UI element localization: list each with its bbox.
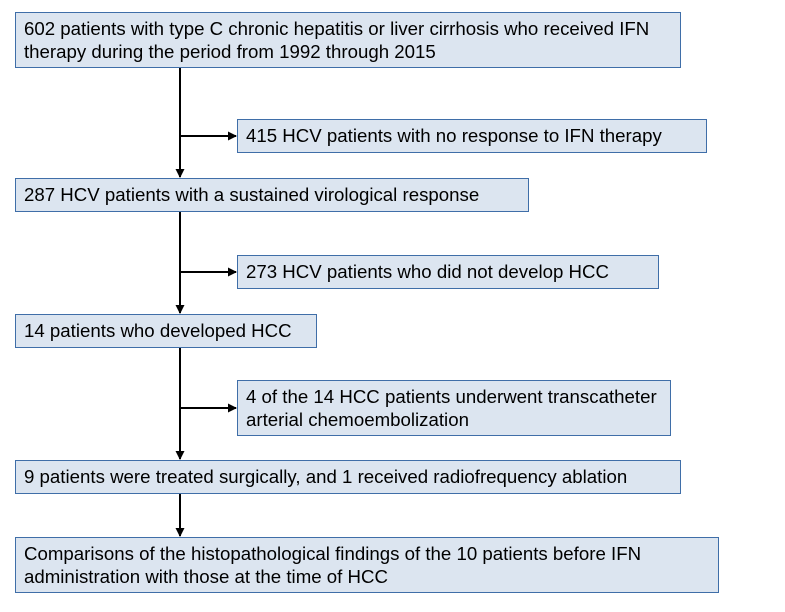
flowchart-arrows: [0, 0, 785, 612]
flowchart-canvas: 602 patients with type C chronic hepatit…: [0, 0, 785, 612]
flowchart-box-s3: 4 of the 14 HCC patients underwent trans…: [237, 380, 671, 436]
flowchart-box-n5: Comparisons of the histopathological fin…: [15, 537, 719, 593]
flowchart-box-n4: 9 patients were treated surgically, and …: [15, 460, 681, 494]
flowchart-box-n1: 602 patients with type C chronic hepatit…: [15, 12, 681, 68]
flowchart-box-s1: 415 HCV patients with no response to IFN…: [237, 119, 707, 153]
flowchart-box-n2: 287 HCV patients with a sustained virolo…: [15, 178, 529, 212]
flowchart-box-s2: 273 HCV patients who did not develop HCC: [237, 255, 659, 289]
flowchart-box-n3: 14 patients who developed HCC: [15, 314, 317, 348]
